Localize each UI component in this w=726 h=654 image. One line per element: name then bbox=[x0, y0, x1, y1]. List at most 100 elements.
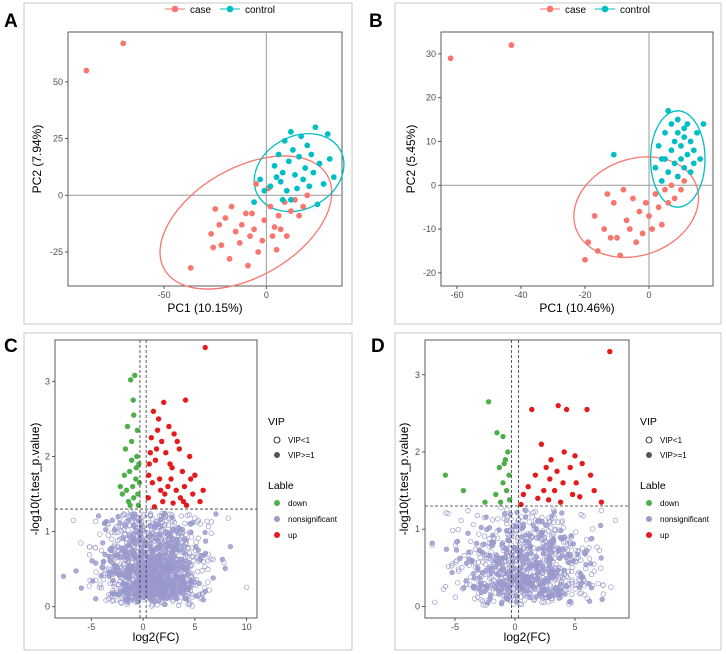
panel-c-nonsignificant-point bbox=[127, 581, 133, 587]
panel-d-up-point bbox=[541, 487, 547, 494]
panel-d: -5 0 5 0 1 2 3 log2(FC) -log10(t.test_p.value… bbox=[394, 332, 722, 651]
panel-c-nonsignificant-point bbox=[100, 540, 106, 546]
panel-c-nonsignificant-point bbox=[205, 524, 212, 530]
legend-c-vip-title: VIP bbox=[268, 416, 285, 428]
panel-d-nonsignificant-point bbox=[458, 517, 464, 524]
panel-letter-c: C bbox=[4, 336, 18, 357]
panel-d-nonsignificant-point bbox=[452, 594, 459, 600]
panel-b-x-tick-label: -60 bbox=[450, 290, 463, 300]
panel-d-down-point bbox=[502, 456, 509, 463]
panel-c-nonsignificant-point bbox=[185, 589, 191, 596]
panel-c-nonsignificant-point bbox=[157, 516, 164, 523]
panel-d-nonsignificant-point bbox=[529, 514, 535, 520]
panel-c-nonsignificant-point bbox=[166, 592, 172, 599]
panel-c-nonsignificant-point bbox=[153, 591, 159, 597]
panel-d-nonsignificant-point bbox=[525, 531, 531, 537]
panel-d-up-point bbox=[561, 449, 567, 455]
panel-c-nonsignificant-point bbox=[221, 559, 227, 566]
panel-b-case-point bbox=[508, 42, 515, 49]
panel-c-nonsignificant-point bbox=[103, 597, 109, 603]
panel-d-nonsignificant-point bbox=[595, 580, 601, 587]
panel-c-nonsignificant-point bbox=[194, 554, 200, 560]
panel-c-nonsignificant-point bbox=[103, 518, 110, 525]
panel-b-control-point bbox=[684, 121, 691, 127]
panel-d-nonsignificant-point bbox=[583, 562, 589, 568]
panel-c-legend: VIP VIP<1 VIP>=1 Lable down nonsignifica… bbox=[268, 416, 338, 540]
panel-a-control-point bbox=[277, 178, 284, 185]
panel-d-nonsignificant-point bbox=[512, 557, 518, 563]
panel-d-nonsignificant-point bbox=[480, 602, 486, 608]
panel-c-nonsignificant-point bbox=[111, 581, 118, 587]
legend-d-vip-title: VIP bbox=[640, 416, 657, 428]
panel-c-up-point bbox=[179, 468, 186, 475]
panel-a-control-point bbox=[294, 185, 300, 192]
panel-c-nonsignificant-point bbox=[135, 516, 141, 522]
panel-d-down-point bbox=[442, 472, 449, 478]
panel-d-y-ticks: 0 1 2 3 bbox=[415, 370, 425, 611]
panel-d-nonsignificant-point bbox=[504, 550, 510, 556]
panel-d-nonsignificant-point bbox=[549, 531, 555, 537]
panel-c-nonsignificant-point bbox=[113, 524, 119, 530]
panel-b-y-tick-label: 0 bbox=[431, 180, 436, 190]
legend-c-vip-lt1-label: VIP<1 bbox=[288, 436, 311, 445]
panel-a-case-point bbox=[251, 226, 257, 233]
panel-d-up-point bbox=[554, 468, 560, 474]
panel-d-nonsignificant-point bbox=[523, 558, 529, 564]
panel-b: case control -60 -40 -20 0 -20 -10 0 10 20 30 PC… bbox=[394, 2, 722, 325]
panel-c-nonsignificant-point bbox=[148, 552, 154, 559]
panel-c-nonsignificant-point bbox=[167, 583, 173, 589]
panel-d-y-tick-label: 1 bbox=[415, 524, 420, 534]
legend-d-vip-ge1-key bbox=[646, 452, 652, 458]
panel-c-nonsignificant-point bbox=[198, 552, 204, 559]
panel-d-nonsignificant-point bbox=[511, 573, 518, 579]
panel-c-nonsignificant-point bbox=[192, 582, 199, 588]
panel-a-case-point bbox=[226, 255, 233, 262]
panel-a-case-ellipse bbox=[159, 155, 333, 290]
panel-c-nonsignificant-point bbox=[205, 566, 211, 573]
panel-d-nonsignificant-point bbox=[505, 528, 512, 534]
panel-c-down-point bbox=[133, 476, 139, 482]
panel-a-case-point bbox=[267, 203, 274, 210]
panel-a-x-tick-label: -50 bbox=[158, 290, 171, 300]
panel-c-nonsignificant-point bbox=[128, 545, 134, 551]
panel-c-up-point bbox=[146, 461, 152, 467]
panel-d-up-point bbox=[607, 348, 613, 355]
panel-d-nonsignificant-point bbox=[550, 507, 557, 513]
panel-c-nonsignificant-point bbox=[148, 546, 154, 553]
panel-a-case-point bbox=[210, 244, 217, 251]
panel-a-case-point bbox=[222, 215, 229, 221]
panel-c-nonsignificant-point bbox=[155, 584, 161, 590]
panel-b-control-point bbox=[690, 147, 697, 154]
panel-b-x-title: PC1 (10.46%) bbox=[539, 301, 614, 315]
panel-d-nonsignificant-point bbox=[488, 565, 494, 572]
panel-c-up-point bbox=[171, 431, 177, 437]
panel-c-nonsignificant-point bbox=[180, 538, 186, 545]
panel-c-up-point bbox=[166, 423, 172, 430]
panel-d-nonsignificant-point bbox=[466, 556, 472, 562]
panel-c-nonsignificant-point bbox=[78, 540, 84, 546]
panel-d-down-point bbox=[485, 399, 492, 405]
panel-d-down-point bbox=[494, 429, 500, 436]
panel-c-nonsignificant-point bbox=[154, 558, 160, 564]
panel-d-nonsignificant-point bbox=[476, 550, 482, 557]
panel-d-nonsignificant-point bbox=[489, 543, 495, 549]
panel-d-nonsignificant-point bbox=[517, 560, 523, 566]
panel-d-nonsignificant-point bbox=[495, 535, 501, 541]
panel-b-case-point bbox=[585, 239, 592, 246]
panel-b-case-point bbox=[630, 195, 636, 202]
panel-c-nonsignificant-point bbox=[182, 595, 189, 601]
panel-c-nonsignificant-point bbox=[109, 536, 115, 542]
panel-b-case-point bbox=[610, 199, 617, 206]
panel-c-y-tick-label: 0 bbox=[45, 602, 50, 612]
panel-d-nonsignificant-point bbox=[450, 560, 456, 567]
panel-d-nonsignificant-point bbox=[540, 570, 546, 577]
panel-b-control-point bbox=[674, 173, 681, 180]
panel-d-nonsignificant-point bbox=[503, 571, 509, 577]
panel-c-nonsignificant-point bbox=[162, 581, 168, 588]
panel-d-nonsignificant-point bbox=[470, 570, 477, 577]
panel-c-nonsignificant-point bbox=[165, 522, 171, 528]
legend-c-nonsignificant-label: nonsignificant bbox=[288, 515, 338, 524]
panel-b-case-point bbox=[623, 217, 630, 224]
panel-d-nonsignificant-point bbox=[578, 580, 584, 587]
